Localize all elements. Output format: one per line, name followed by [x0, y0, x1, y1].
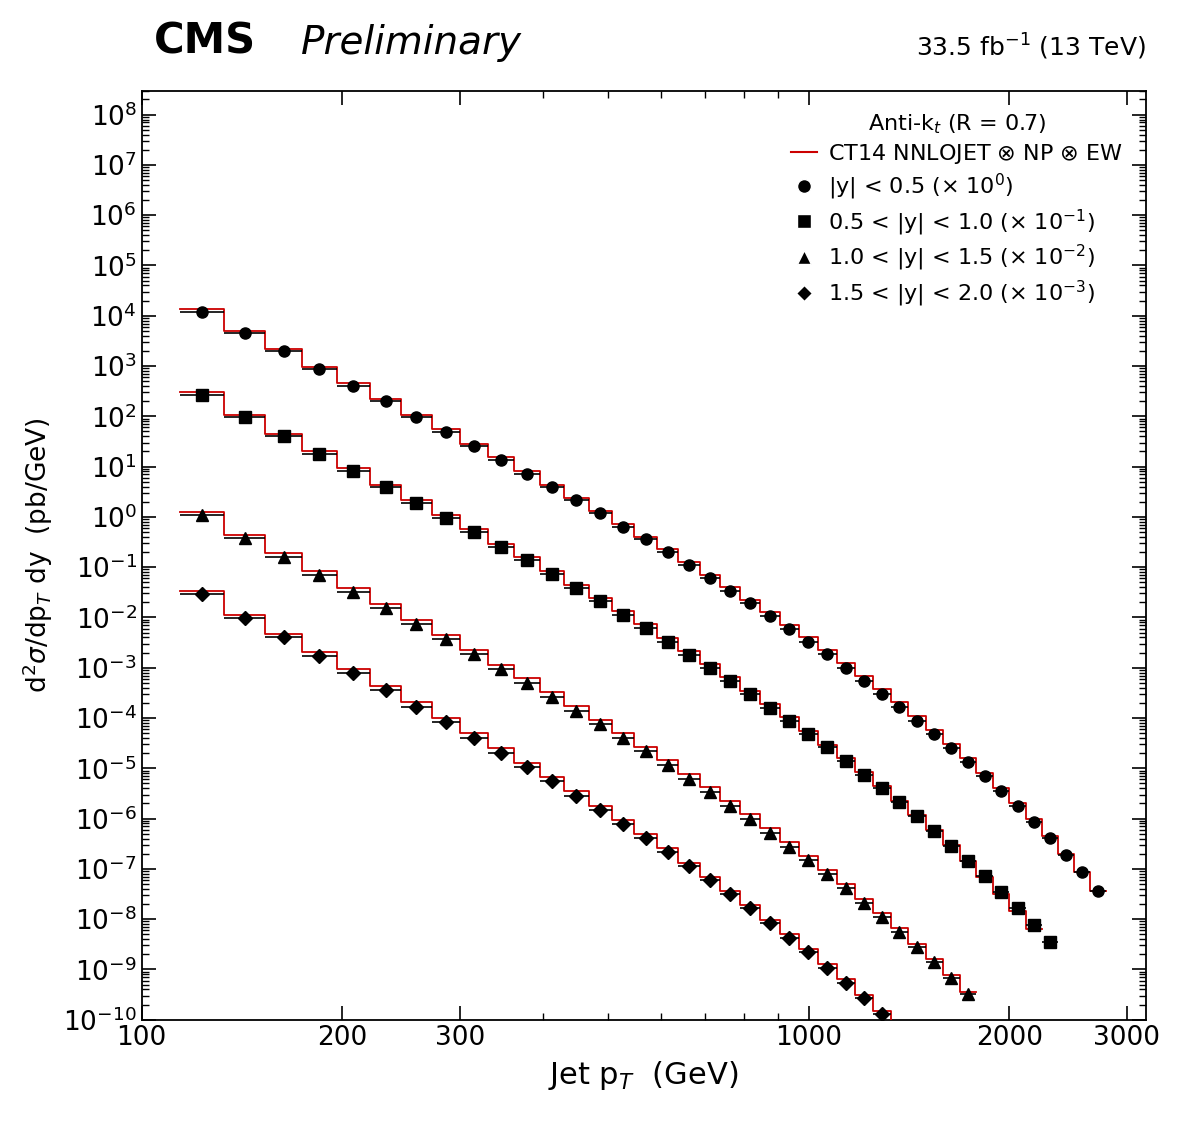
- X-axis label: Jet p$_{T}$  (GeV): Jet p$_{T}$ (GeV): [548, 1059, 739, 1092]
- Text: Preliminary: Preliminary: [301, 24, 522, 62]
- Y-axis label: d$^{2}\sigma$/dp$_{T}$ dy  (pb/GeV): d$^{2}\sigma$/dp$_{T}$ dy (pb/GeV): [20, 417, 56, 693]
- Legend: CT14 NNLOJET $\otimes$ NP $\otimes$ EW, |y| < 0.5 ($\times$ 10$^{0}$), 0.5 < |y|: CT14 NNLOJET $\otimes$ NP $\otimes$ EW, …: [779, 102, 1135, 321]
- Text: CMS: CMS: [154, 20, 255, 62]
- Text: 33.5 fb$^{-1}$ (13 TeV): 33.5 fb$^{-1}$ (13 TeV): [915, 32, 1146, 62]
